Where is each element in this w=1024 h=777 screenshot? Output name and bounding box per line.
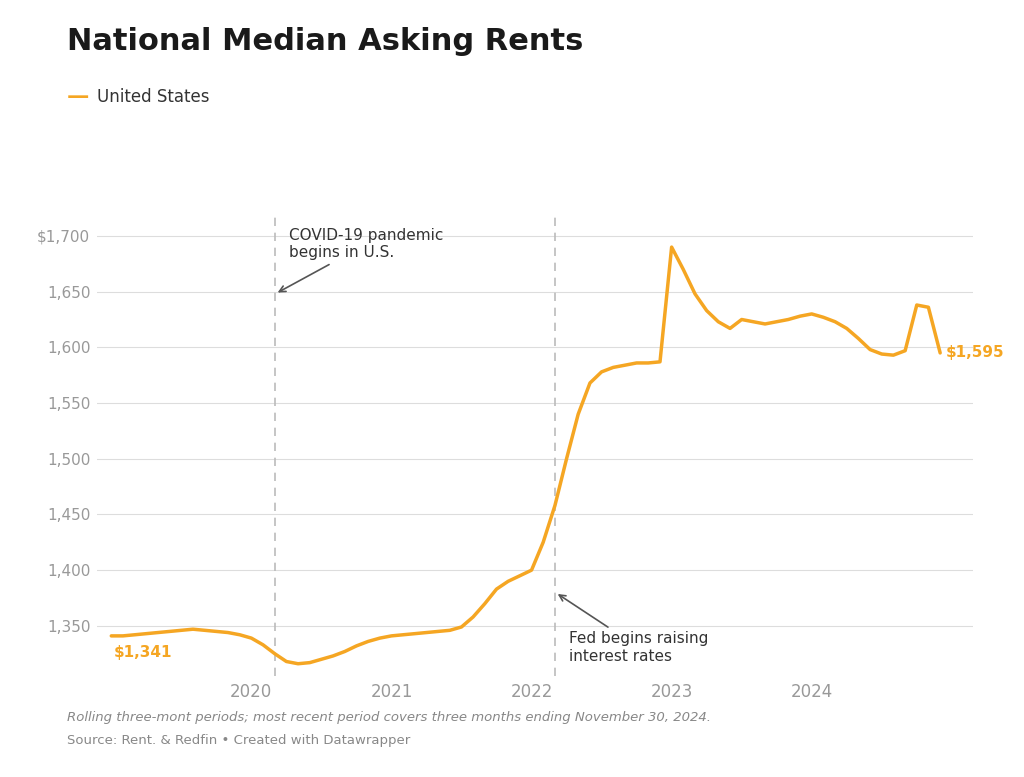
Text: United States: United States [97,88,210,106]
Text: National Median Asking Rents: National Median Asking Rents [67,27,583,56]
Text: COVID-19 pandemic
begins in U.S.: COVID-19 pandemic begins in U.S. [280,228,443,291]
Text: Rolling three-mont periods; most recent period covers three months ending Novemb: Rolling three-mont periods; most recent … [67,711,711,724]
Text: $1,595: $1,595 [946,346,1005,361]
Text: Source: Rent. & Redfin • Created with Datawrapper: Source: Rent. & Redfin • Created with Da… [67,734,410,747]
Text: $1,341: $1,341 [114,645,173,660]
Text: —: — [67,87,89,107]
Text: Fed begins raising
interest rates: Fed begins raising interest rates [559,595,709,664]
